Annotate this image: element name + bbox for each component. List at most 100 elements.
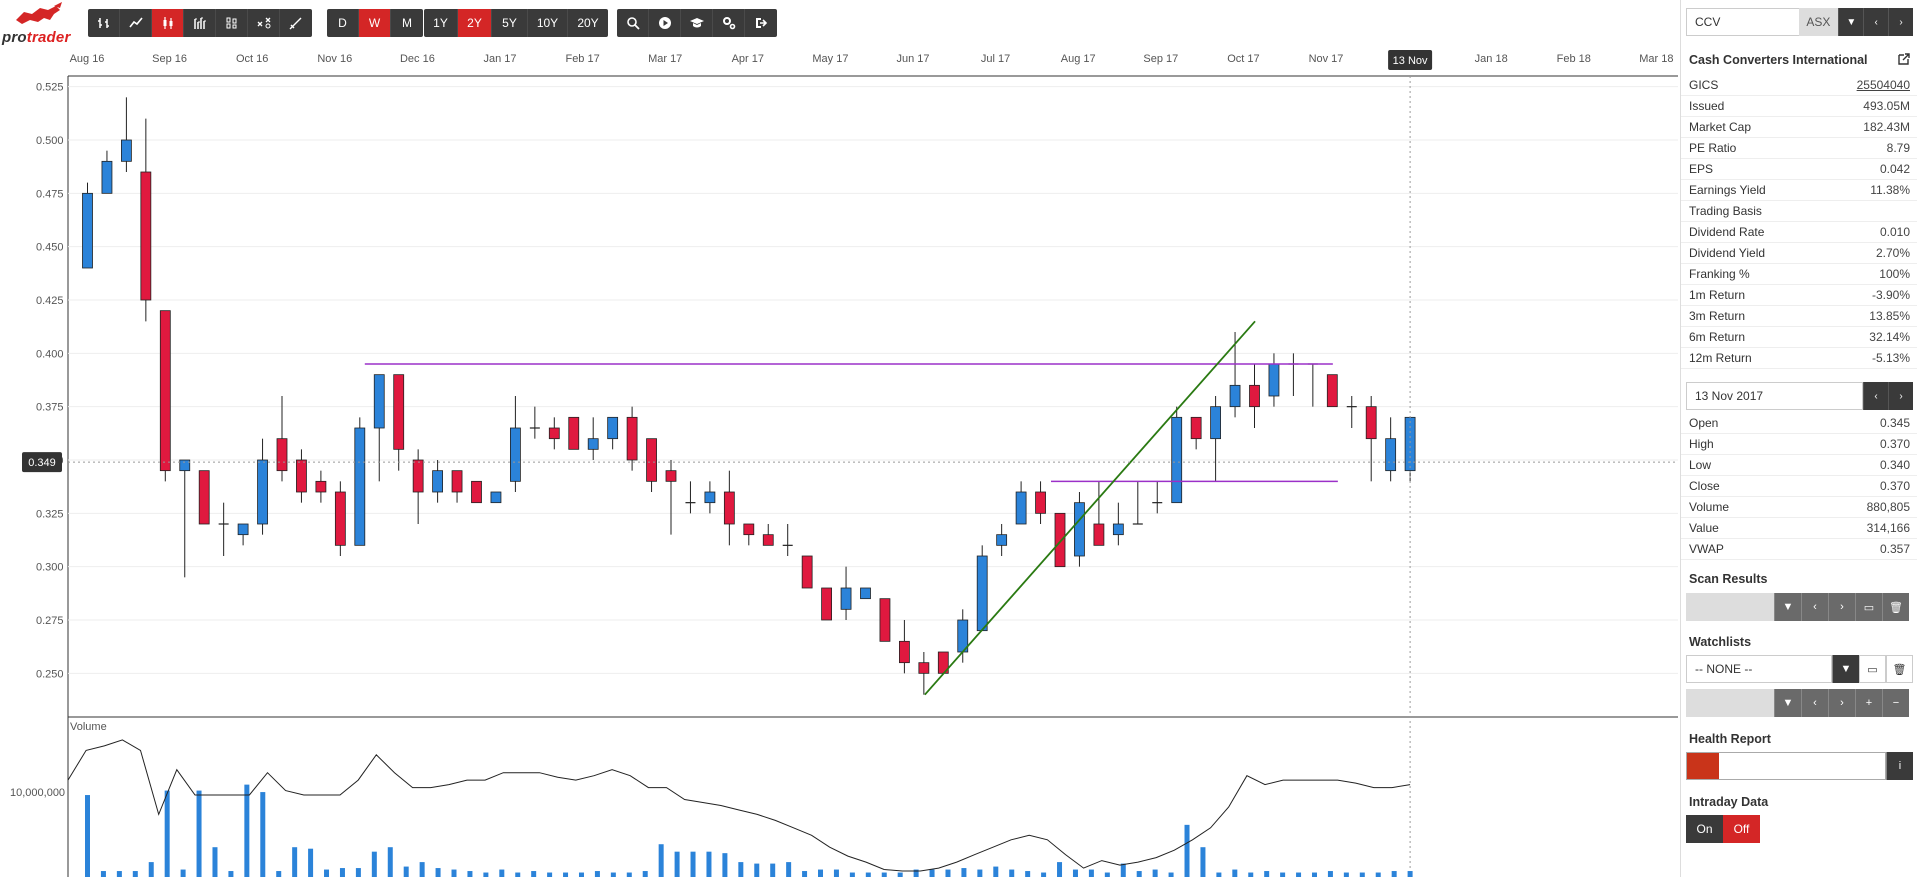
volume-bar — [1041, 872, 1047, 877]
candle-body — [373, 374, 385, 429]
chevron-left-icon[interactable]: ‹ — [1863, 8, 1889, 36]
volume-bar — [961, 868, 967, 877]
range-1y-button[interactable]: 1Y — [424, 9, 458, 37]
chevron-down-icon[interactable]: ▼ — [1832, 655, 1859, 683]
candle-body — [276, 438, 288, 472]
quote-value: 0.357 — [1879, 542, 1910, 556]
fundamental-row: Earnings Yield 11.38% — [1681, 180, 1917, 201]
sign-out-icon[interactable] — [745, 9, 777, 37]
chevron-right-icon[interactable]: › — [1888, 382, 1913, 410]
fundamental-label: EPS — [1689, 162, 1714, 176]
health-bar — [1686, 752, 1886, 780]
chevron-down-icon[interactable]: ▼ — [1838, 8, 1864, 36]
quote-value: 0.370 — [1879, 437, 1910, 451]
plus-icon[interactable]: + — [1855, 689, 1882, 717]
volume-bar — [658, 844, 664, 877]
chevron-left-icon[interactable]: ‹ — [1801, 689, 1828, 717]
range-10y-button[interactable]: 10Y — [528, 9, 568, 37]
chevron-left-icon[interactable]: ‹ — [1801, 593, 1828, 621]
volume-bar — [881, 872, 887, 877]
candle-body — [1171, 416, 1183, 504]
fundamental-label: PE Ratio — [1689, 141, 1737, 155]
external-link-icon[interactable] — [1897, 52, 1911, 66]
symbol-input[interactable]: CCV — [1686, 8, 1799, 36]
intraday-on-button[interactable]: On — [1686, 815, 1723, 843]
volume-bar — [355, 868, 361, 877]
candle-body — [762, 534, 774, 546]
volume-bar — [196, 790, 202, 877]
volume-bar — [1327, 871, 1333, 877]
hlc-bars-icon[interactable] — [184, 9, 216, 37]
settings-icon[interactable] — [713, 9, 745, 37]
chevron-right-icon[interactable]: › — [1888, 8, 1913, 36]
minus-icon[interactable]: − — [1882, 689, 1909, 717]
volume-bar — [1248, 872, 1254, 877]
chevron-right-icon[interactable]: › — [1828, 593, 1855, 621]
x-tick-label: Aug 16 — [70, 53, 105, 65]
price-chart[interactable]: 0.2500.2750.3000.3250.3500.3750.4000.425… — [0, 46, 1678, 877]
drawing-tools-icon[interactable] — [280, 9, 312, 37]
document-icon[interactable]: ▭ — [1855, 593, 1882, 621]
watchlist-item-select[interactable] — [1686, 689, 1774, 717]
x-tick-label: Feb 18 — [1557, 53, 1591, 65]
chevron-down-icon[interactable]: ▼ — [1774, 689, 1801, 717]
watchlist-select[interactable]: -- NONE -- — [1686, 655, 1832, 683]
protrader-logo[interactable]: protrader — [0, 2, 80, 46]
chevron-left-icon[interactable]: ‹ — [1863, 382, 1888, 410]
trash-icon[interactable]: 🗑 — [1882, 593, 1909, 621]
date-field[interactable]: 13 Nov 2017 — [1686, 382, 1863, 410]
volume-bar — [180, 869, 186, 877]
scan-select[interactable] — [1686, 593, 1774, 621]
graduation-cap-icon[interactable] — [681, 9, 713, 37]
range-20y-button[interactable]: 20Y — [577, 16, 599, 30]
quote-row: Close 0.370 — [1681, 476, 1917, 497]
document-icon[interactable]: ▭ — [1859, 655, 1886, 683]
fundamental-value: 100% — [1879, 267, 1910, 281]
volume-bar — [786, 862, 792, 877]
intraday-data-title: Intraday Data — [1689, 795, 1769, 809]
symbol-search-row: CCV ASX ▼ ‹ › — [1686, 8, 1913, 36]
volume-bar — [85, 795, 90, 877]
candle-body — [1210, 406, 1221, 440]
range-5y-button[interactable]: 5Y — [492, 9, 528, 37]
watchlist-select-row: -- NONE -- ▼ ▭ 🗑 — [1686, 655, 1913, 683]
line-chart-icon[interactable] — [120, 9, 152, 37]
watchlists-title: Watchlists — [1689, 635, 1752, 649]
fundamental-value: -3.90% — [1871, 288, 1910, 302]
volume-bar — [1200, 847, 1206, 877]
scan-results-title: Scan Results — [1689, 572, 1768, 586]
volume-bar — [148, 862, 154, 877]
candle-body — [393, 374, 405, 450]
range-2y-button[interactable]: 2Y — [458, 9, 492, 37]
quote-value: 0.345 — [1879, 416, 1910, 430]
x-tick-label: Jan 18 — [1475, 53, 1508, 65]
trash-icon[interactable]: 🗑 — [1886, 655, 1913, 683]
chevron-down-icon[interactable]: ▼ — [1774, 593, 1801, 621]
period-daily-button[interactable]: D — [327, 9, 359, 37]
volume-bar — [547, 872, 553, 877]
fundamental-label: Issued — [1689, 99, 1725, 113]
chart-canvas[interactable]: 0.2500.2750.3000.3250.3500.3750.4000.425… — [0, 46, 1678, 877]
heikin-ashi-icon[interactable] — [216, 9, 248, 37]
volume-bar — [531, 871, 537, 877]
ohlc-bars-icon[interactable] — [88, 9, 120, 37]
x-tick-label: Apr 17 — [732, 53, 764, 65]
point-figure-icon[interactable] — [248, 9, 280, 37]
period-weekly-button[interactable]: W — [359, 9, 391, 37]
search-icon[interactable] — [617, 9, 649, 37]
play-icon[interactable] — [649, 9, 681, 37]
info-icon[interactable]: i — [1886, 752, 1913, 780]
bull-icon — [16, 2, 62, 24]
fundamental-row: Trading Basis — [1681, 201, 1917, 222]
candlestick-icon[interactable] — [152, 9, 184, 37]
fundamental-value: 493.05M — [1863, 99, 1910, 113]
intraday-off-button[interactable]: Off — [1723, 815, 1760, 843]
chevron-right-icon[interactable]: › — [1828, 689, 1855, 717]
candle-body — [976, 555, 988, 632]
fundamental-value[interactable]: 25504040 — [1856, 78, 1910, 92]
security-panel: CCV ASX ▼ ‹ › Cash Converters Internatio… — [1680, 0, 1917, 877]
candle-body — [607, 416, 619, 440]
period-monthly-button[interactable]: M — [402, 16, 412, 30]
x-tick-label: Oct 16 — [236, 53, 268, 65]
